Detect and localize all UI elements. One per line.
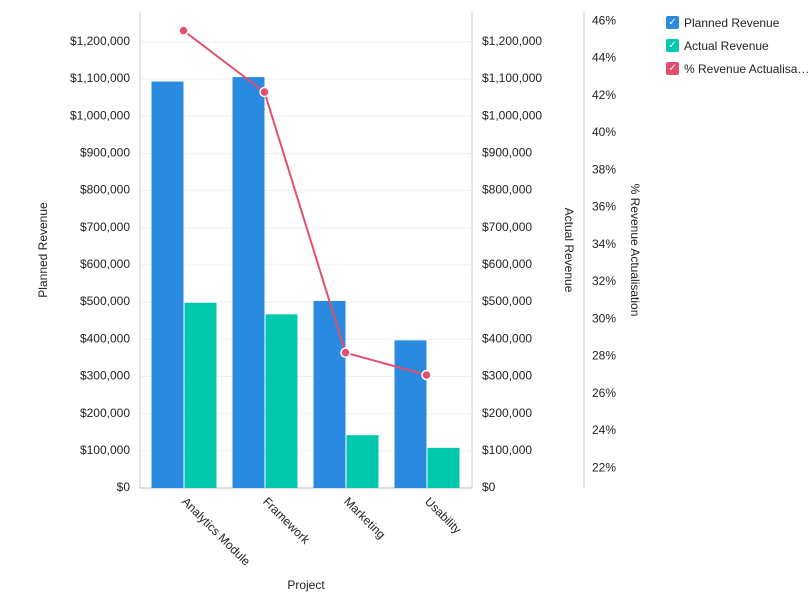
y2-tick-label: $300,000 [482, 369, 532, 383]
y2-tick-label: $500,000 [482, 294, 532, 308]
legend-item[interactable]: ✓ % Revenue Actualisation [666, 57, 810, 80]
y2-tick-label: $1,000,000 [482, 108, 542, 122]
y2-tick-label: $0 [482, 480, 496, 494]
line [182, 29, 427, 376]
legend-label: Actual Revenue [684, 38, 769, 53]
y2-tick-label: $600,000 [482, 257, 532, 271]
x-tick-label: Analytics Module [179, 494, 253, 568]
bar [232, 77, 265, 488]
y3-tick-label: 42% [592, 88, 616, 102]
y2-axis-title: Actual Revenue [562, 208, 576, 293]
y-tick-label: $900,000 [80, 145, 130, 159]
legend-swatch[interactable]: ✓ [666, 62, 679, 75]
bar [346, 435, 379, 488]
y2-tick-label: $700,000 [482, 220, 532, 234]
x-axis-title: Project [287, 578, 325, 592]
y-tick-label: $1,100,000 [70, 71, 130, 85]
y3-tick-label: 28% [592, 349, 616, 363]
y3-tick-label: 24% [592, 423, 616, 437]
y-tick-label: $200,000 [80, 406, 130, 420]
line-point [259, 86, 270, 98]
bar [151, 81, 184, 489]
x-tick-label: Marketing [341, 494, 388, 541]
y-tick-label: $700,000 [80, 220, 130, 234]
y3-tick-label: 22% [592, 460, 616, 474]
bar [313, 300, 346, 488]
y-tick-label: $100,000 [80, 443, 130, 457]
line-point [340, 347, 351, 358]
x-tick-label: Framework [260, 494, 313, 547]
y-tick-label: $400,000 [80, 331, 130, 345]
legend-label: Planned Revenue [684, 15, 780, 30]
bar [394, 340, 427, 488]
y-tick-label: $1,200,000 [70, 34, 130, 48]
y3-axis-title: % Revenue Actualisation [628, 184, 642, 317]
y2-tick-label: $400,000 [482, 331, 532, 345]
bar [265, 314, 298, 488]
y-tick-label: $500,000 [80, 294, 130, 308]
y3-tick-label: 38% [592, 162, 616, 176]
y3-tick-label: 44% [592, 51, 616, 65]
line-point [178, 25, 189, 36]
y-tick-label: $1,000,000 [70, 108, 130, 122]
legend-label: % Revenue Actualisation [684, 61, 810, 76]
y2-tick-label: $1,100,000 [482, 71, 542, 85]
y2-tick-label: $900,000 [482, 145, 532, 159]
y2-tick-label: $200,000 [482, 406, 532, 420]
y3-tick-label: 34% [592, 237, 616, 251]
y3-tick-label: 32% [592, 274, 616, 288]
legend: ✓ Planned Revenue ✓ Actual Revenue ✓ % Revenu… [666, 11, 810, 80]
bar [184, 302, 217, 488]
y-tick-label: $600,000 [80, 257, 130, 271]
legend-swatch[interactable]: ✓ [666, 39, 679, 52]
y-tick-label: $0 [117, 480, 131, 494]
bar [427, 447, 460, 488]
y-tick-label: $300,000 [80, 369, 130, 383]
y2-tick-label: $100,000 [482, 443, 532, 457]
y3-tick-label: 46% [592, 13, 616, 27]
line-point [421, 369, 432, 381]
legend-item[interactable]: ✓ Planned Revenue [666, 11, 810, 34]
legend-item[interactable]: ✓ Actual Revenue [666, 34, 810, 57]
y3-tick-label: 26% [592, 386, 616, 400]
y3-tick-label: 30% [592, 311, 616, 325]
y3-tick-label: 36% [592, 200, 616, 214]
y2-tick-label: $800,000 [482, 183, 532, 197]
y2-tick-label: $1,200,000 [482, 34, 542, 48]
legend-swatch[interactable]: ✓ [666, 16, 679, 29]
y3-tick-label: 40% [592, 125, 616, 139]
y-tick-label: $800,000 [80, 183, 130, 197]
x-tick-label: Usability [422, 494, 464, 536]
y-axis-title: Planned Revenue [36, 202, 50, 298]
